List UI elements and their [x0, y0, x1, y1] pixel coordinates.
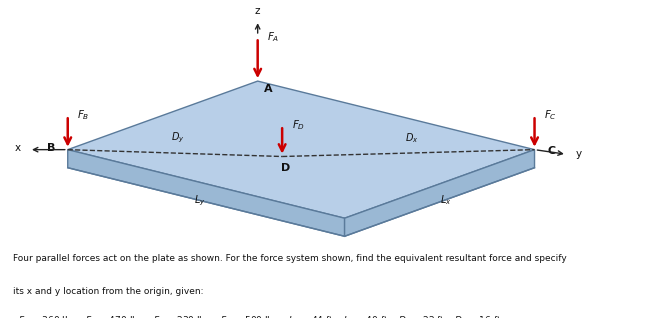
Text: A: A: [264, 84, 273, 94]
Text: $F_D$: $F_D$: [292, 118, 305, 132]
Text: B: B: [47, 143, 56, 153]
Text: D: D: [281, 163, 290, 173]
Text: Four parallel forces act on the plate as shown. For the force system shown, find: Four parallel forces act on the plate as…: [13, 254, 567, 263]
Text: z: z: [255, 6, 260, 16]
Text: C: C: [547, 146, 556, 156]
Text: $D_x$: $D_x$: [405, 131, 419, 145]
Text: $L_x$: $L_x$: [440, 193, 452, 207]
Polygon shape: [68, 81, 535, 218]
Text: $F_A$: $F_A$: [267, 31, 280, 44]
Polygon shape: [344, 150, 535, 236]
Text: $F_C$: $F_C$: [544, 108, 557, 122]
Text: $L_y$: $L_y$: [194, 193, 206, 208]
Text: $F_B$: $F_B$: [78, 108, 90, 122]
Text: its x and y location from the origin, given:: its x and y location from the origin, gi…: [13, 287, 204, 296]
Text: x: x: [14, 143, 20, 153]
Text: $D_y$: $D_y$: [171, 131, 185, 145]
Polygon shape: [68, 150, 344, 236]
Text: $F_A$ = 360 lbs,   $F_B$ = 470 lbs,   $F_C$ = 230 lbs,   $F_D$ = 500 lbs,   $L_x: $F_A$ = 360 lbs, $F_B$ = 470 lbs, $F_C$ …: [10, 315, 502, 318]
Text: y: y: [576, 149, 581, 159]
